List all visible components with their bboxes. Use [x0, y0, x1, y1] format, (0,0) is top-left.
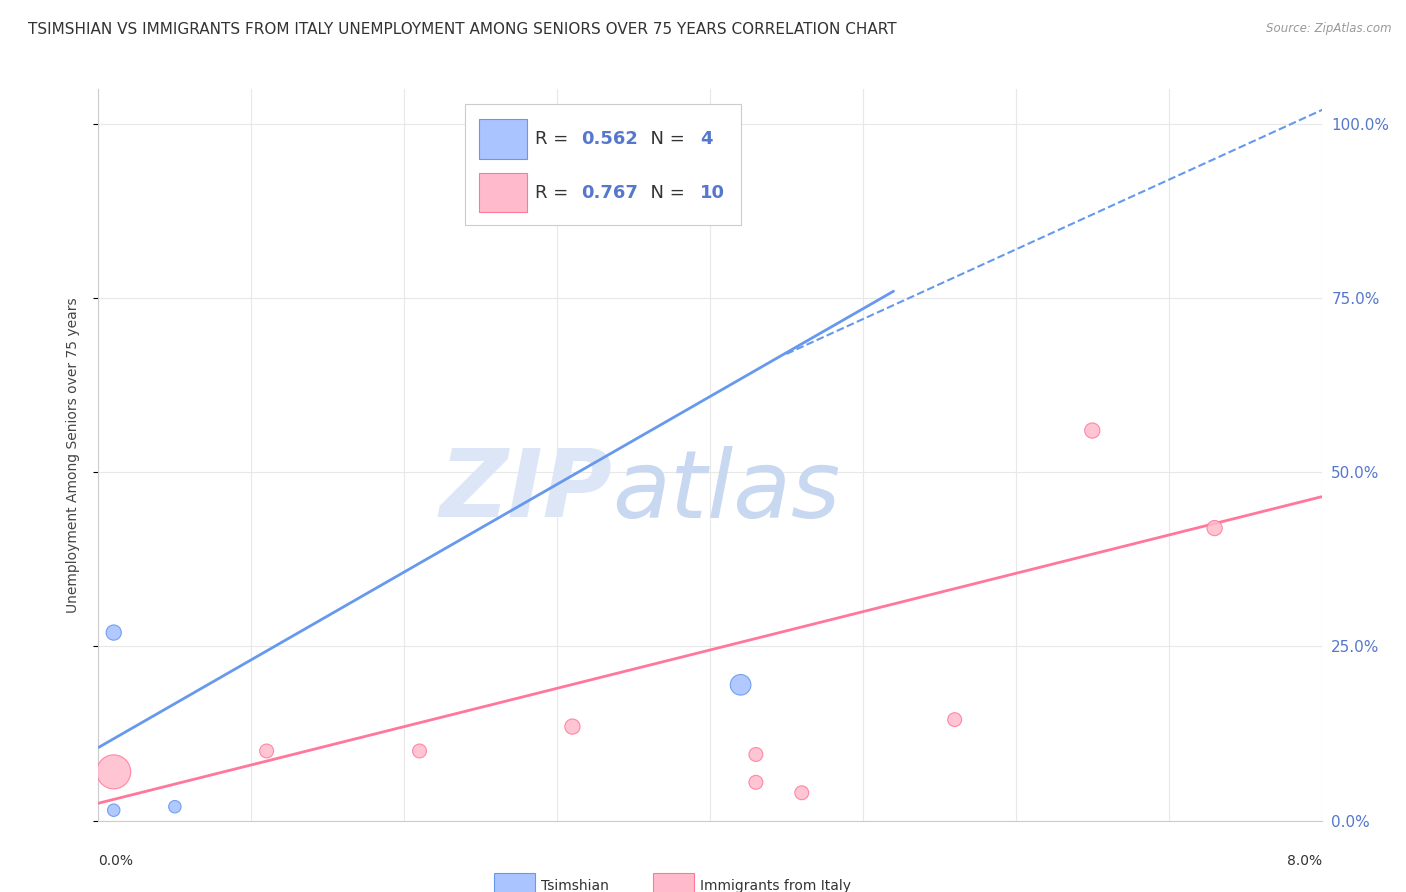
Point: [730, 678, 752, 692]
Point: [561, 720, 583, 734]
Point: [163, 799, 186, 814]
Point: [745, 775, 768, 789]
Text: Immigrants from Italy: Immigrants from Italy: [700, 880, 851, 892]
Point: [1081, 424, 1104, 438]
Text: N =: N =: [640, 130, 690, 148]
FancyBboxPatch shape: [479, 120, 526, 159]
Point: [943, 713, 966, 727]
Point: [103, 764, 125, 779]
Text: TSIMSHIAN VS IMMIGRANTS FROM ITALY UNEMPLOYMENT AMONG SENIORS OVER 75 YEARS CORR: TSIMSHIAN VS IMMIGRANTS FROM ITALY UNEMP…: [28, 22, 897, 37]
Text: R =: R =: [536, 184, 574, 202]
Point: [790, 786, 813, 800]
Text: 0.767: 0.767: [582, 184, 638, 202]
Text: 8.0%: 8.0%: [1286, 854, 1322, 868]
FancyBboxPatch shape: [652, 872, 695, 892]
Text: 0.0%: 0.0%: [98, 854, 134, 868]
Point: [103, 625, 125, 640]
FancyBboxPatch shape: [494, 872, 536, 892]
FancyBboxPatch shape: [479, 173, 526, 212]
Text: 10: 10: [700, 184, 725, 202]
Text: 4: 4: [700, 130, 713, 148]
Y-axis label: Unemployment Among Seniors over 75 years: Unemployment Among Seniors over 75 years: [66, 297, 80, 613]
Text: Tsimshian: Tsimshian: [541, 880, 609, 892]
Point: [1204, 521, 1226, 535]
Text: atlas: atlas: [612, 446, 841, 537]
Text: N =: N =: [640, 184, 690, 202]
Text: 0.562: 0.562: [582, 130, 638, 148]
FancyBboxPatch shape: [465, 103, 741, 225]
Point: [408, 744, 430, 758]
Text: R =: R =: [536, 130, 574, 148]
Text: Source: ZipAtlas.com: Source: ZipAtlas.com: [1267, 22, 1392, 36]
Text: ZIP: ZIP: [439, 445, 612, 538]
Point: [256, 744, 278, 758]
Point: [103, 803, 125, 817]
Point: [745, 747, 768, 762]
